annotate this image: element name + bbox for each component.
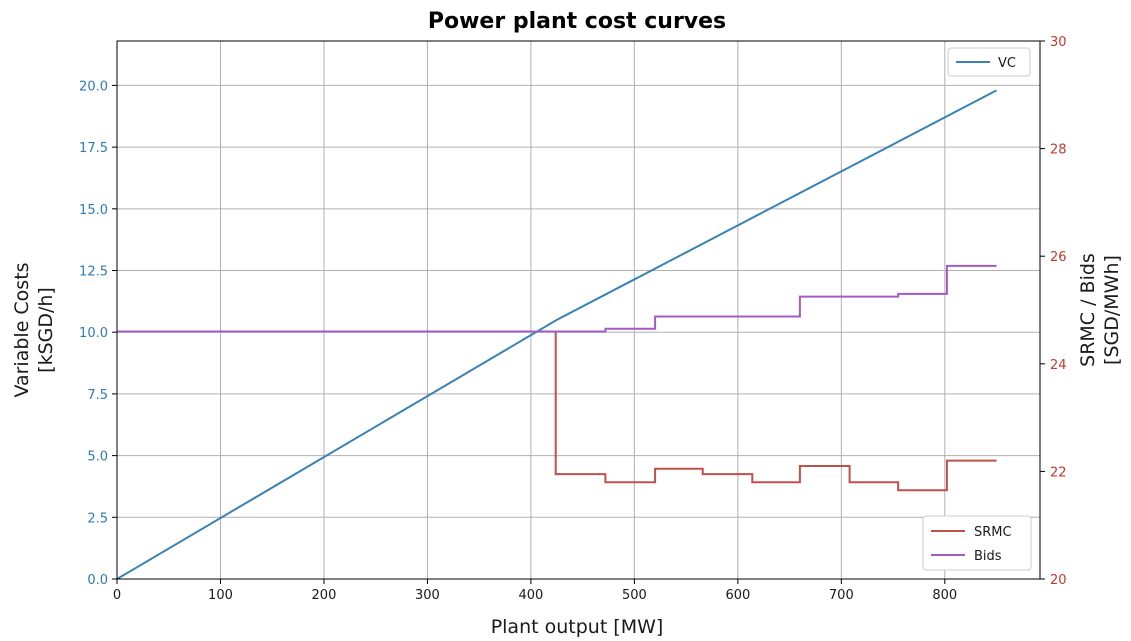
y-left-tick-label: 2.5 <box>87 511 108 526</box>
y-right-tick-label: 30 <box>1050 35 1067 50</box>
x-tick-label: 0 <box>113 588 121 603</box>
series-srmc-line <box>117 330 997 492</box>
y-left-title-line2: [kSGD/h] <box>35 287 57 373</box>
x-tick-label: 300 <box>415 588 440 603</box>
legend-srmc-bids-box <box>922 515 1032 571</box>
legend-bids-label: Bids <box>974 549 1002 564</box>
x-tick-label: 100 <box>208 588 233 603</box>
series-bids-line <box>117 264 997 333</box>
x-tick-label: 700 <box>829 588 854 603</box>
series-vc-line <box>116 89 997 580</box>
y-right-tick-label: 24 <box>1050 358 1067 373</box>
x-axis: 0 100 200 300 400 500 600 700 800 <box>113 579 957 603</box>
x-tick-label: 600 <box>725 588 750 603</box>
y-left-tick-label: 10.0 <box>79 326 108 341</box>
x-tick-label: 200 <box>312 588 337 603</box>
x-tick-label: 400 <box>518 588 543 603</box>
y-right-tick-label: 20 <box>1050 573 1067 588</box>
legend-srmc-bids: SRMC Bids <box>922 515 1032 571</box>
legend-vc: VC <box>947 47 1031 77</box>
y-left-tick-label: 0.0 <box>87 573 108 588</box>
y-right-title-line1: SRMC / Bids <box>1077 253 1099 367</box>
chart-title: Power plant cost curves <box>428 9 726 34</box>
y-left-tick-label: 7.5 <box>87 388 108 403</box>
legend-vc-label: VC <box>998 56 1016 71</box>
plot-frame <box>116 40 1041 580</box>
series-layer <box>116 89 997 580</box>
y-left-tick-label: 17.5 <box>79 141 108 156</box>
y-axis-right: 20 22 24 26 28 30 <box>1040 35 1067 588</box>
legend-srmc-label: SRMC <box>974 525 1012 540</box>
y-left-tick-label: 15.0 <box>79 203 108 218</box>
y-left-title-line1: Variable Costs <box>11 262 33 397</box>
x-axis-title: Plant output [MW] <box>491 616 664 638</box>
y-left-tick-label: 20.0 <box>79 79 108 94</box>
x-tick-label: 800 <box>932 588 957 603</box>
y-right-tick-label: 28 <box>1050 143 1067 158</box>
x-tick-label: 500 <box>622 588 647 603</box>
y-axis-left: 0.0 2.5 5.0 7.5 10.0 12.5 15.0 17.5 20.0 <box>79 79 117 588</box>
y-right-tick-label: 22 <box>1050 465 1067 480</box>
y-left-tick-label: 12.5 <box>79 265 108 280</box>
y-left-tick-label: 5.0 <box>87 450 108 465</box>
y-right-title-line2: [SGD/MWh] <box>1101 255 1123 365</box>
y-right-tick-label: 26 <box>1050 250 1067 265</box>
